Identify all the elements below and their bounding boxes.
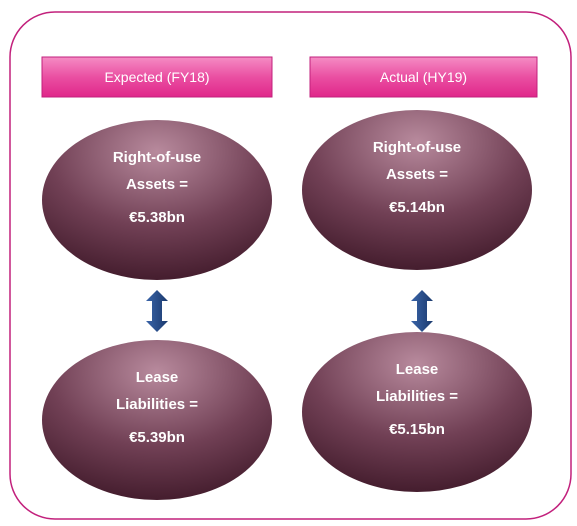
double-arrow bbox=[146, 290, 168, 332]
bubble-label: Right-of-use bbox=[373, 139, 461, 156]
double-arrow bbox=[411, 290, 433, 332]
bubble-label: Liabilities = bbox=[376, 388, 458, 405]
bubble-label: Liabilities = bbox=[116, 396, 198, 413]
bubble-value: €5.38bn bbox=[129, 209, 185, 226]
bubble-label: Right-of-use bbox=[113, 149, 201, 166]
header-label: Expected (FY18) bbox=[104, 69, 209, 85]
bubble-label: Lease bbox=[136, 369, 179, 386]
bubble bbox=[302, 110, 532, 270]
header-box bbox=[309, 56, 538, 98]
bubble-value: €5.15bn bbox=[389, 421, 445, 438]
bubble bbox=[302, 332, 532, 492]
header-box bbox=[41, 56, 273, 98]
bubble-label: Assets = bbox=[386, 166, 448, 183]
bubble-value: €5.14bn bbox=[389, 199, 445, 216]
bubble bbox=[42, 340, 272, 500]
bubble-value: €5.39bn bbox=[129, 429, 185, 446]
frame bbox=[9, 11, 572, 520]
bubble-label: Assets = bbox=[126, 176, 188, 193]
bubble-label: Lease bbox=[396, 361, 439, 378]
header-label: Actual (HY19) bbox=[380, 69, 467, 85]
bubble bbox=[42, 120, 272, 280]
